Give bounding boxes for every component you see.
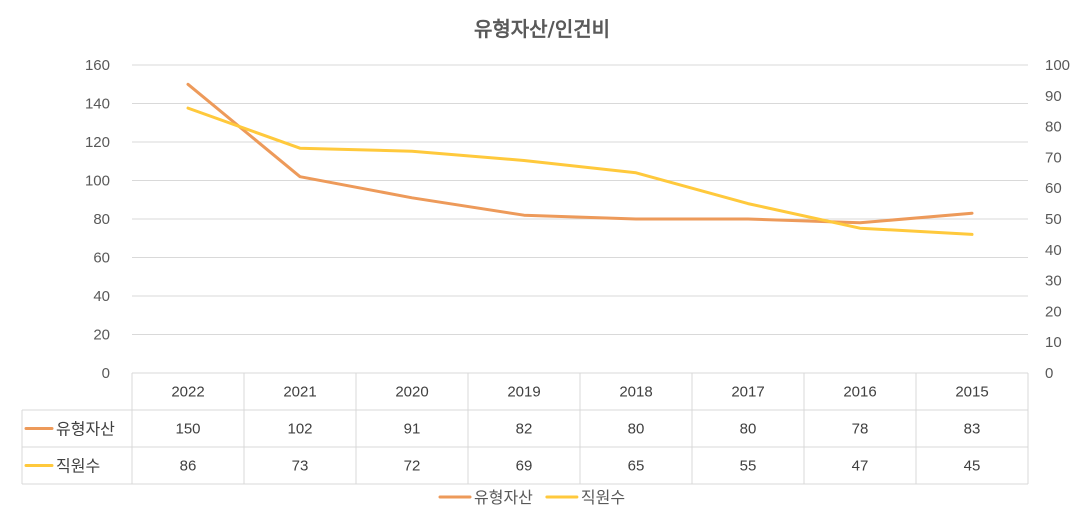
- y-right-tick-label: 70: [1045, 149, 1062, 166]
- y-left-tick-label: 40: [93, 288, 110, 305]
- table-cell-value: 80: [628, 421, 645, 438]
- table-cell-value: 73: [292, 458, 309, 475]
- x-tick-label: 2016: [843, 384, 876, 401]
- y-right-tick-label: 80: [1045, 119, 1062, 136]
- table-cell-value: 47: [852, 458, 869, 475]
- table-row-label: 직원수: [56, 457, 100, 476]
- chart-title: 유형자산/인건비: [474, 17, 610, 41]
- table-cell-value: 91: [404, 421, 421, 438]
- table-cell-value: 55: [740, 458, 757, 475]
- x-tick-label: 2017: [731, 384, 764, 401]
- table-cell-value: 150: [175, 421, 200, 438]
- y-right-tick-label: 40: [1045, 242, 1062, 259]
- table-cell-value: 80: [740, 421, 757, 438]
- table-cell-value: 86: [180, 458, 197, 475]
- y-axis-left: 0 20 40 60 80 100 120 140 160: [85, 57, 110, 382]
- y-left-tick-label: 60: [93, 250, 110, 267]
- y-right-tick-label: 90: [1045, 88, 1062, 105]
- x-tick-label: 2015: [955, 384, 988, 401]
- y-left-tick-label: 80: [93, 211, 110, 228]
- table-cell-value: 65: [628, 458, 645, 475]
- series-line-유형자산: [186, 82, 974, 225]
- data-table: 2022 2021 2020 2019 2018 2017 2016 2015 유형자산 150 1…: [21, 372, 1029, 485]
- y-left-tick-label: 120: [85, 134, 110, 151]
- legend: 유형자산 직원수: [438, 488, 625, 507]
- y-right-tick-label: 20: [1045, 303, 1062, 320]
- table-cell-value: 102: [287, 421, 312, 438]
- x-tick-label: 2021: [283, 384, 316, 401]
- table-cell-value: 45: [964, 458, 981, 475]
- table-cell-value: 78: [852, 421, 869, 438]
- y-right-tick-label: 100: [1045, 57, 1070, 74]
- series-lines: [186, 82, 974, 236]
- x-tick-label: 2018: [619, 384, 652, 401]
- y-left-tick-label: 100: [85, 173, 110, 190]
- legend-label: 직원수: [581, 488, 625, 507]
- table-cell-value: 82: [516, 421, 533, 438]
- x-tick-label: 2019: [507, 384, 540, 401]
- y-right-tick-label: 50: [1045, 211, 1062, 228]
- x-tick-label: 2022: [171, 384, 204, 401]
- y-right-tick-label: 60: [1045, 180, 1062, 197]
- x-tick-label: 2020: [395, 384, 428, 401]
- legend-label: 유형자산: [474, 488, 533, 507]
- y-right-tick-label: 0: [1045, 365, 1053, 382]
- table-cell-value: 83: [964, 421, 981, 438]
- table-row-label: 유형자산: [56, 420, 115, 439]
- y-axis-right: 0 10 20 30 40 50 60 70 80 90 100: [1045, 57, 1070, 382]
- y-left-tick-label: 160: [85, 57, 110, 74]
- y-right-tick-label: 30: [1045, 273, 1062, 290]
- y-left-tick-label: 20: [93, 327, 110, 344]
- gridlines: [132, 64, 1028, 335]
- table-cell-value: 72: [404, 458, 421, 475]
- y-left-tick-label: 140: [85, 96, 110, 113]
- y-right-tick-label: 10: [1045, 334, 1062, 351]
- y-left-tick-label: 0: [102, 365, 110, 382]
- table-cell-value: 69: [516, 458, 533, 475]
- series-line-직원수: [186, 106, 974, 236]
